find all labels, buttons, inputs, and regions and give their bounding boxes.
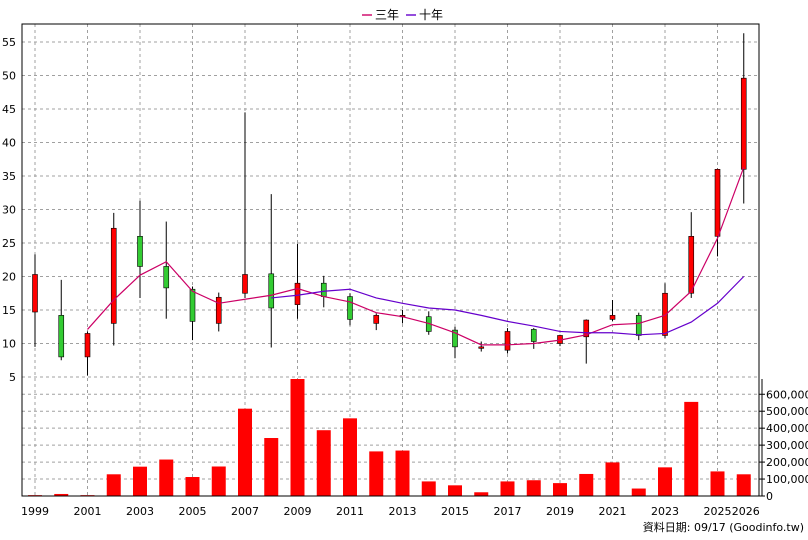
x-tick-label: 2019: [546, 505, 574, 518]
x-tick-label: 2001: [74, 505, 102, 518]
price-tick-label: 55: [2, 36, 16, 49]
volume-bar: [238, 408, 252, 496]
volume-bar: [500, 481, 515, 496]
x-tick-label: 2026: [732, 505, 760, 518]
x-tick-label: 2021: [599, 505, 627, 518]
candle-body: [347, 296, 353, 320]
candle-body: [110, 227, 117, 324]
price-tick-label: 5: [9, 371, 16, 384]
price-tick-label: 35: [2, 170, 16, 183]
ma-line-三年: [87, 167, 745, 346]
x-tick-label: 2005: [179, 505, 207, 518]
volume-bar: [710, 471, 725, 496]
volume-bar: [579, 473, 594, 496]
x-tick-label: 2009: [284, 505, 312, 518]
volume-bar: [421, 481, 436, 496]
x-axis: 1999 2001 2003 2005 2007 2009 2011 2013 2015 2017…: [21, 505, 760, 518]
price-tick-label: 10: [2, 338, 16, 351]
volume-tick-label: 500,000: [766, 405, 808, 418]
candlesticks: [32, 33, 747, 376]
volume-bar: [553, 483, 567, 496]
volume-bar: [736, 474, 751, 496]
x-tick-label: 2013: [389, 505, 417, 518]
volume-bar: [448, 485, 462, 496]
candle-body: [137, 236, 143, 267]
volume-bar: [605, 462, 620, 496]
volume-bar: [369, 451, 384, 496]
legend-label: 三年: [375, 8, 399, 22]
volume-bar: [474, 492, 489, 496]
price-tick-label: 45: [2, 103, 16, 116]
volume-bar: [526, 480, 541, 496]
price-tick-label: 15: [2, 304, 16, 317]
ma-line-十年: [271, 276, 745, 336]
x-tick-label: 1999: [21, 505, 49, 518]
moving-average-lines: [87, 167, 745, 346]
candle-body: [504, 331, 511, 351]
candle-body: [215, 296, 222, 324]
candle-body: [189, 288, 196, 322]
legend: 三年 十年: [362, 8, 443, 22]
volume-bar: [159, 459, 174, 496]
volume-bar: [106, 474, 121, 496]
candle-body: [583, 319, 590, 338]
candle-body: [530, 329, 537, 342]
x-tick-label: 2015: [441, 505, 469, 518]
volume-bar: [631, 488, 646, 496]
candle-body: [373, 315, 380, 324]
candle-body: [635, 315, 642, 336]
volume-tick-label: 100,000: [766, 473, 808, 486]
volume-bar: [343, 418, 357, 496]
x-tick-label: 2003: [126, 505, 154, 518]
volume-tick-label: 0: [766, 490, 773, 503]
volume-bar: [133, 466, 147, 496]
volume-bar: [290, 379, 305, 496]
price-tick-label: 30: [2, 204, 16, 217]
candle-body: [294, 282, 301, 305]
candle-body: [320, 282, 327, 297]
volume-tick-label: 300,000: [766, 439, 808, 452]
volume-bar: [264, 438, 279, 496]
volume-bar: [54, 493, 69, 496]
volume-bars: [28, 379, 751, 497]
x-tick-label: 2023: [651, 505, 679, 518]
candle-body: [452, 329, 458, 348]
candle-body: [740, 77, 747, 170]
plot-frame: [21, 23, 760, 497]
price-tick-label: 25: [2, 237, 16, 250]
x-tick-label: 2017: [494, 505, 522, 518]
credit-text: 資料日期: 09/17 (Goodinfo.tw): [643, 520, 804, 534]
candle-body: [163, 266, 170, 289]
price-tick-label: 20: [2, 271, 16, 284]
candle-body: [478, 346, 485, 349]
volume-bar: [684, 401, 699, 496]
candle-body: [268, 273, 275, 309]
volume-bar: [185, 477, 200, 496]
volume-bar: [211, 466, 226, 496]
candle-body: [32, 274, 38, 313]
x-tick-label: 2025: [704, 505, 732, 518]
legend-label: 十年: [419, 8, 443, 22]
volume-tick-label: 200,000: [766, 456, 808, 469]
candle-body: [84, 333, 91, 358]
candle-body: [609, 315, 616, 320]
candle-body: [58, 315, 65, 358]
grid-lines: [22, 24, 759, 496]
candle-body: [688, 236, 695, 294]
price-tick-label: 40: [2, 137, 16, 150]
candle-body: [662, 292, 668, 336]
x-tick-label: 2011: [336, 505, 364, 518]
price-tick-label: 50: [2, 70, 16, 83]
volume-bar: [658, 467, 672, 496]
x-tick-label: 2007: [231, 505, 259, 518]
volume-bar: [395, 450, 410, 496]
volume-tick-label: 600,000: [766, 388, 808, 401]
volume-tick-label: 400,000: [766, 422, 808, 435]
price-axis: 5 10 15 20 25 30 35 40 45 50 55: [2, 36, 16, 384]
volume-axis: 600,000 500,000 400,000 300,000 200,000 100,0…: [759, 379, 808, 503]
volume-bar: [316, 430, 331, 496]
candle-body: [714, 169, 721, 237]
candle-body: [242, 274, 248, 294]
